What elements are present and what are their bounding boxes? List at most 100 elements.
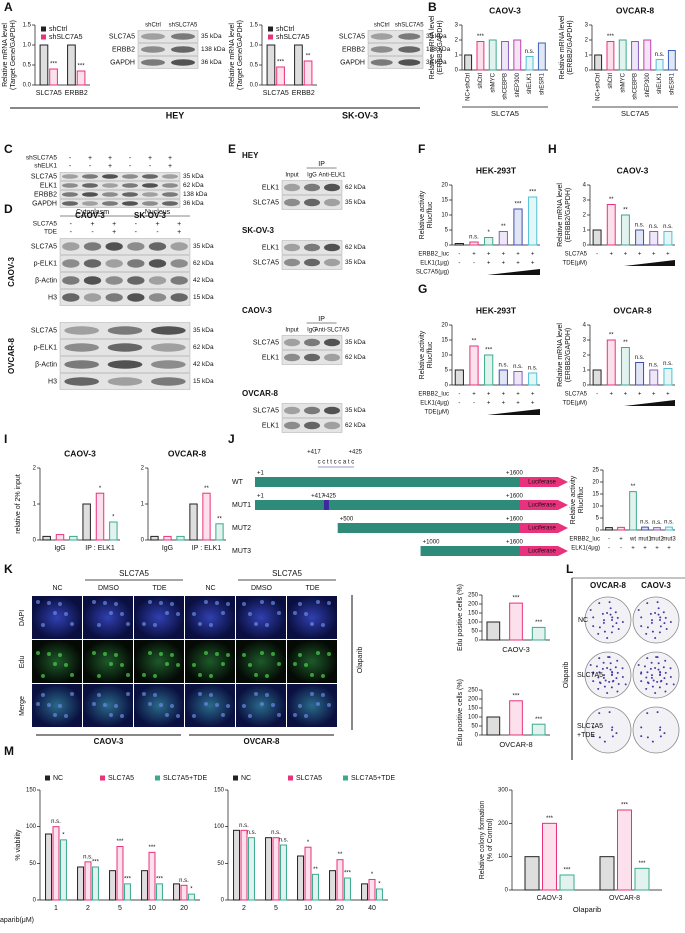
colony (598, 712, 601, 715)
legend-swatch (268, 26, 273, 32)
cell (192, 663, 196, 667)
bar (304, 846, 312, 901)
blot-band (141, 46, 165, 53)
reporter-label: Luciferase (528, 480, 556, 486)
cell (53, 713, 57, 717)
significance: n.s. (528, 366, 538, 372)
colony (659, 735, 662, 738)
colony (659, 726, 662, 729)
blot-band (162, 183, 178, 188)
significance: ** (623, 340, 628, 346)
bar (592, 369, 602, 386)
chart-title: CAOV-3 (64, 448, 96, 458)
bar (486, 716, 501, 736)
band-label: ERBB2 (34, 191, 57, 198)
blot-band (62, 293, 80, 302)
y-tick-label: 3 (583, 198, 587, 204)
bar (641, 526, 649, 531)
y-tick-label: 20 (441, 323, 448, 329)
ramp (624, 400, 675, 406)
blot-band (148, 242, 167, 251)
micrograph (83, 640, 133, 683)
colony (646, 626, 649, 629)
colony (616, 671, 619, 674)
bar (42, 535, 51, 541)
kda-label: 35 kDa (345, 407, 366, 414)
blot-band (284, 183, 300, 192)
row-sign: + (177, 229, 181, 236)
row-sign: + (472, 392, 476, 398)
x-tick-label: NC+shCtrl (466, 73, 472, 101)
band-label: GAPDH (340, 59, 365, 66)
blot-band (62, 259, 80, 268)
cell (153, 674, 157, 678)
colony (608, 601, 611, 604)
row-sign: - (596, 392, 598, 398)
y-axis-label: (% of Control) (487, 818, 494, 861)
start-label: +1 (257, 471, 265, 477)
lane-label: IgG (307, 328, 317, 334)
y-tick-label: 50 (217, 861, 224, 867)
row-sign: + (516, 252, 520, 258)
site-label: +425 (323, 494, 337, 500)
row-sign: + (502, 392, 506, 398)
x-tick-label: 5 (274, 905, 278, 912)
blot-band (284, 353, 300, 362)
bar (498, 369, 508, 386)
band-label: GAPDH (32, 200, 57, 207)
condition-label: NC (205, 585, 215, 592)
cell (277, 713, 281, 717)
blot-band (64, 343, 99, 352)
chart-title: OVCAR-8 (613, 305, 652, 315)
x-tick-label: OVCAR-8 (609, 895, 640, 902)
colony (608, 711, 611, 714)
colony (640, 680, 643, 683)
y-tick-label: 0 (505, 888, 509, 894)
significance: *** (546, 816, 554, 822)
cell (226, 602, 230, 606)
significance: n.s. (279, 838, 289, 844)
colony (597, 676, 600, 679)
y-tick-label: 3 (585, 23, 589, 29)
bar (559, 874, 575, 891)
y-tick-label: 1 (585, 53, 589, 59)
band-label: GAPDH (110, 59, 135, 66)
blot-band (62, 174, 78, 179)
y-tick-label: 50 (471, 629, 478, 635)
y-tick-label: 1 (583, 368, 587, 374)
significance: *** (638, 861, 646, 867)
blot-strip (59, 373, 191, 390)
y-axis-label: Rluc/fluc (578, 486, 585, 513)
x-tick-label: shESR1 (669, 72, 675, 95)
luciferase (520, 523, 568, 533)
row-sign: + (487, 252, 491, 258)
row-label: TDE(μM) (563, 401, 587, 407)
colony (602, 661, 605, 664)
blot-band (62, 183, 78, 188)
bar (528, 196, 538, 246)
row-sign: + (531, 392, 535, 398)
blot-band (151, 360, 186, 369)
kda-label: 62 kDa (345, 354, 366, 361)
y-tick-label: 1.0 (250, 43, 259, 49)
blot-header: Nucleus (145, 209, 171, 216)
colony (617, 628, 620, 631)
blot-band (141, 33, 165, 40)
colony (643, 665, 646, 668)
row-sign: + (638, 252, 642, 258)
dish (584, 651, 632, 699)
significance: *** (148, 845, 156, 851)
cell-line: HEY (166, 110, 185, 120)
colony (659, 619, 661, 621)
row-sign: + (619, 537, 623, 543)
x-axis-label: Olaparib (573, 905, 601, 914)
condition-label: SLC7A5 (577, 723, 603, 730)
x-tick-label: shCtrl (608, 73, 614, 89)
y-tick-label: 1.5 (250, 23, 259, 29)
legend-label: NC (241, 775, 251, 782)
cell (92, 702, 96, 706)
band-label: SLC7A5 (253, 259, 279, 266)
y-tick-label: 15 (441, 338, 448, 344)
blot-band (151, 343, 186, 352)
colony (612, 679, 615, 682)
